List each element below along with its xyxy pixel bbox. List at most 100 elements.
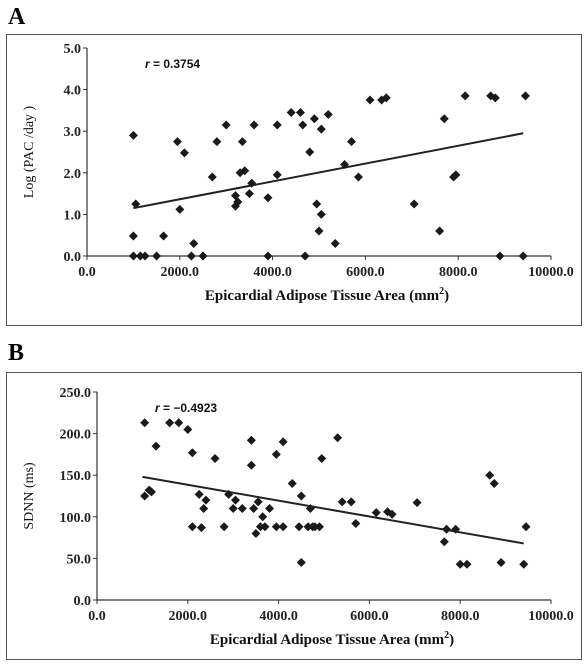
data-point xyxy=(317,454,327,464)
data-point xyxy=(439,114,449,124)
data-point xyxy=(128,231,138,241)
data-point xyxy=(228,503,238,513)
data-point xyxy=(260,522,270,532)
data-point xyxy=(174,418,184,428)
data-point xyxy=(278,437,288,447)
data-point xyxy=(272,120,282,130)
data-point xyxy=(305,147,315,157)
data-point xyxy=(251,528,261,538)
data-point xyxy=(300,251,310,261)
data-point xyxy=(365,95,375,105)
data-point xyxy=(409,199,419,209)
trendline xyxy=(142,475,524,545)
x-tick-label: 4000.0 xyxy=(259,609,298,624)
data-point xyxy=(314,226,324,236)
x-tick-label: 4000.0 xyxy=(253,265,292,280)
x-tick-label: 8000.0 xyxy=(439,265,478,280)
data-point xyxy=(351,518,361,528)
y-tick-label: 100.0 xyxy=(60,511,92,526)
data-point xyxy=(198,251,208,261)
data-point xyxy=(381,93,391,103)
data-point xyxy=(196,523,206,533)
y-tick-label: 0.0 xyxy=(74,594,92,609)
x-tick-label: 10000.0 xyxy=(528,265,574,280)
data-point xyxy=(265,503,275,513)
data-point xyxy=(151,441,161,451)
data-point xyxy=(460,91,470,101)
data-point xyxy=(439,537,449,547)
x-tick-label: 2000.0 xyxy=(169,609,208,624)
r-symbol: r xyxy=(145,57,151,71)
data-point xyxy=(237,503,247,513)
panel-letter-a: A xyxy=(8,4,26,30)
data-point xyxy=(387,509,397,519)
y-tick-label: 150.0 xyxy=(60,469,92,484)
data-point xyxy=(199,503,209,513)
data-point xyxy=(186,251,196,261)
chart-b-svg: 0.0 50.0 100.0 150.0 200.0 250.0 0.0 2000.0 4000… xyxy=(22,386,574,648)
data-point xyxy=(183,424,193,434)
data-point xyxy=(314,522,324,532)
x-tick-label: 2000.0 xyxy=(161,265,200,280)
data-point xyxy=(175,204,185,214)
correlation-annotation: r = −0.4923 xyxy=(155,401,217,415)
data-point xyxy=(495,251,505,261)
y-tick-label: 50.0 xyxy=(67,552,92,567)
data-point xyxy=(237,137,247,147)
data-point xyxy=(462,559,472,569)
data-point xyxy=(210,454,220,464)
data-point xyxy=(207,172,217,182)
data-point xyxy=(255,522,265,532)
y-tick-label: 2.0 xyxy=(64,167,82,182)
data-point xyxy=(489,479,499,489)
x-tick-label: 0.0 xyxy=(78,265,96,280)
data-point xyxy=(140,418,150,428)
data-point xyxy=(298,120,308,130)
x-axis-label-end: ) xyxy=(444,288,449,304)
data-point xyxy=(333,433,343,443)
x-axis-label: Epicardial Adipose Tissue Area (mm2) xyxy=(205,286,449,304)
data-point xyxy=(296,491,306,501)
data-point xyxy=(303,522,313,532)
r-symbol: r xyxy=(155,401,161,415)
data-point xyxy=(128,251,138,261)
data-point xyxy=(521,522,531,532)
data-point xyxy=(152,251,162,261)
data-point xyxy=(240,166,250,176)
data-point xyxy=(230,495,240,505)
y-tick-label: 0.0 xyxy=(64,250,82,265)
data-point xyxy=(165,418,175,428)
data-point xyxy=(187,522,197,532)
y-axis-label: SDNN (ms) xyxy=(22,462,37,530)
data-point xyxy=(490,93,500,103)
y-tick-label: 250.0 xyxy=(60,386,92,401)
data-point xyxy=(172,137,182,147)
data-point xyxy=(316,124,326,134)
data-point xyxy=(346,137,356,147)
data-point xyxy=(451,524,461,534)
data-point xyxy=(278,522,288,532)
data-point xyxy=(340,159,350,169)
data-point xyxy=(520,91,530,101)
data-point xyxy=(312,199,322,209)
data-point xyxy=(272,170,282,180)
data-point xyxy=(212,137,222,147)
data-point xyxy=(233,197,243,207)
data-point xyxy=(451,170,461,180)
chart-a-svg: 0.0 1.0 2.0 3.0 4.0 5.0 0.0 2000.0 4000.0 6000.0 8… xyxy=(22,42,574,304)
data-point xyxy=(246,435,256,445)
r-value: = 0.3754 xyxy=(150,57,201,71)
data-point xyxy=(253,497,263,507)
data-point xyxy=(224,489,234,499)
data-point xyxy=(295,107,305,117)
data-point xyxy=(187,448,197,458)
y-tick-label: 3.0 xyxy=(64,125,82,140)
y-tick-label: 4.0 xyxy=(64,84,82,99)
data-point xyxy=(310,522,320,532)
data-point xyxy=(353,172,363,182)
x-axis-label-main: Epicardial Adipose Tissue Area (mm xyxy=(205,288,440,304)
data-point xyxy=(271,449,281,459)
chart-panel-a: 0.0 1.0 2.0 3.0 4.0 5.0 0.0 2000.0 4000.0 6000.0 8… xyxy=(6,34,582,326)
data-point xyxy=(179,148,189,158)
data-point xyxy=(140,251,150,261)
